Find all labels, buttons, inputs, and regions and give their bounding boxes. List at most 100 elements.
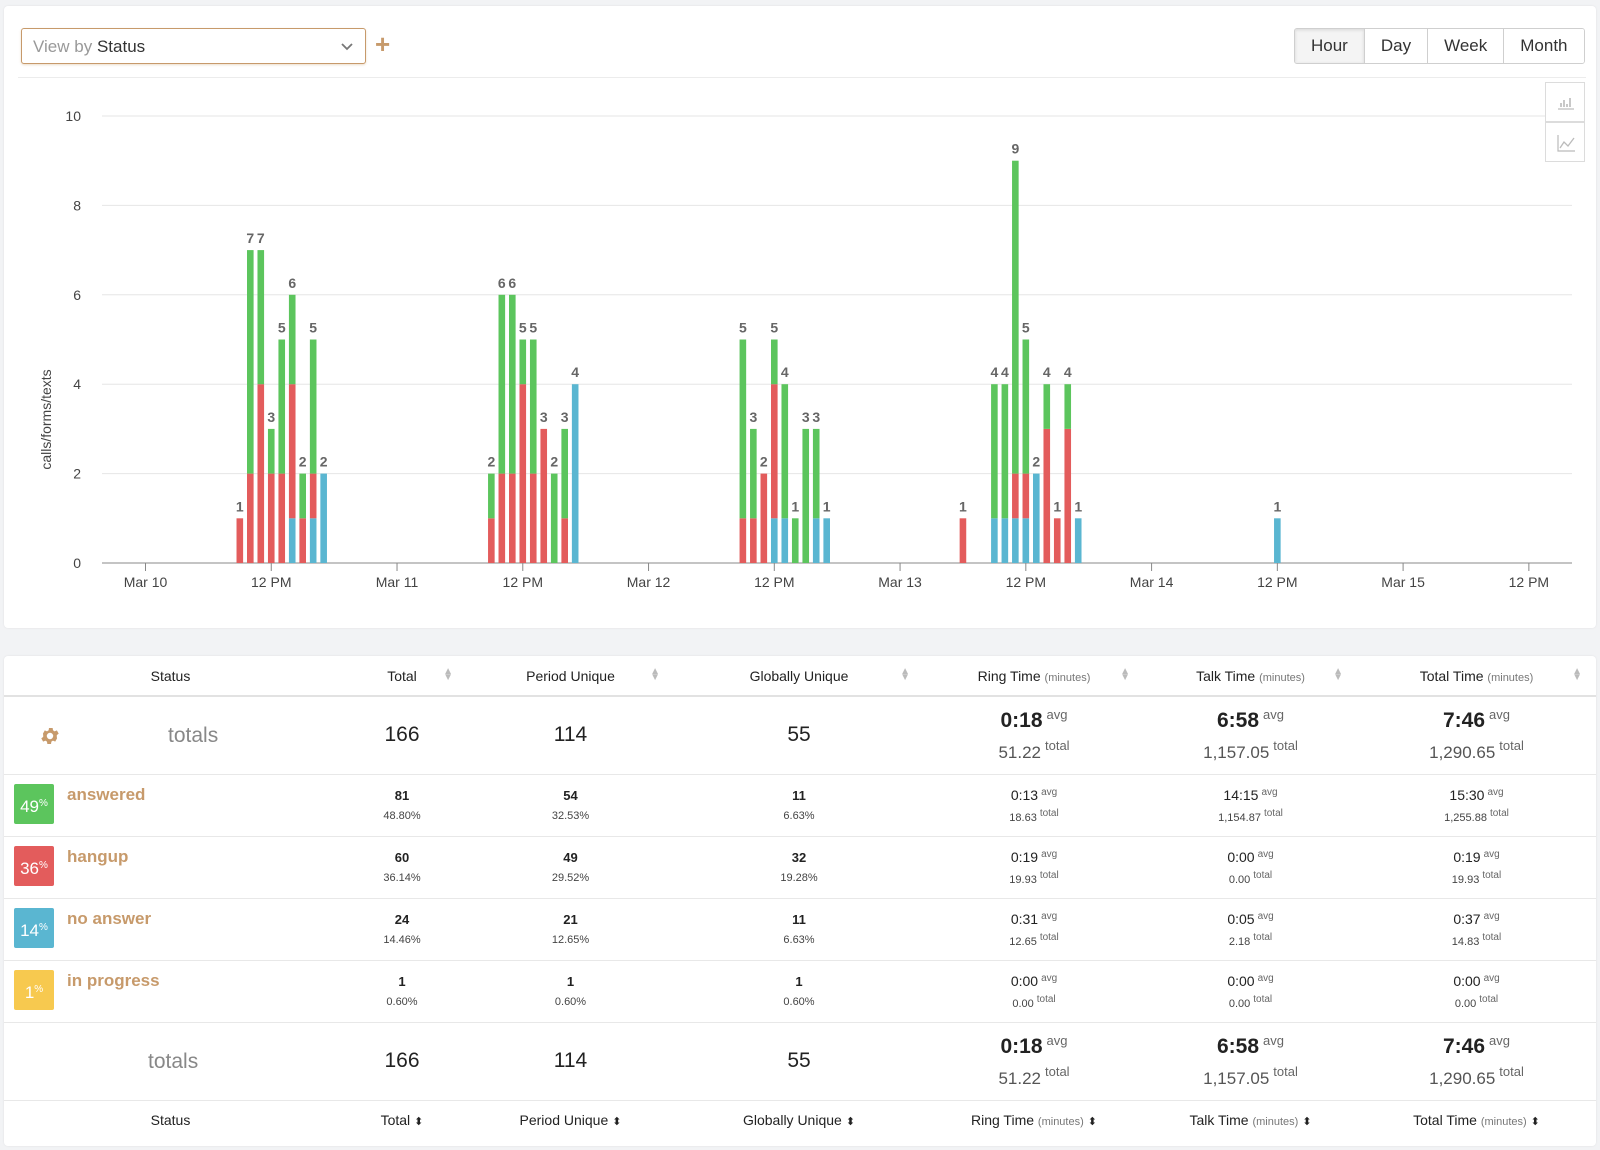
bar-data-label: 5 (278, 320, 286, 336)
period-month-button[interactable]: Month (1503, 29, 1584, 63)
header-total-time[interactable]: Total Time (minutes) ▲ ▼ (1357, 656, 1596, 697)
sort-icon: ▲ ▼ (443, 666, 453, 683)
status-rows: 49% answered 81 48.80% 54 32.53% 11 6.63… (4, 774, 1596, 1023)
bar-segment-answered (991, 384, 998, 519)
bar-data-label: 4 (571, 364, 579, 380)
ring-avg-value: 0:18 (1000, 1035, 1043, 1058)
header-period-unique[interactable]: Period Unique ▲ ▼ (467, 656, 674, 697)
avg-label: avg (1257, 910, 1274, 922)
totals-period-unique: 114 (467, 1022, 674, 1101)
time-total-value: 1,290.65 (1429, 743, 1496, 763)
view-by-select[interactable]: View by Status (21, 28, 366, 64)
period-unique-cell: 1 0.60% (467, 960, 674, 1023)
globally-unique-cell-percent: 6.63% (783, 934, 815, 946)
total-label: total (1253, 931, 1273, 943)
gear-icon[interactable] (39, 725, 61, 752)
bar-segment-no-answer (1012, 518, 1019, 563)
talk-total-value: 1,154.87 (1218, 811, 1261, 824)
add-filter-button[interactable]: + (375, 29, 391, 59)
footer-globally-unique[interactable]: Globally Unique ⬍ (674, 1100, 924, 1140)
avg-label: avg (1257, 972, 1274, 984)
totals-total-time: 7:46 avg 1,290.65 total (1357, 1022, 1596, 1101)
ring-time-cell: 0:31 avg 12.65 total (924, 898, 1144, 961)
header-ring-time-label: Ring Time (977, 667, 1041, 684)
bar-segment-no-answer (1274, 518, 1281, 563)
bar-segment-no-answer (288, 518, 296, 563)
sort-icon: ⬍ (1530, 1116, 1540, 1129)
bar-segment-hangup (540, 428, 548, 563)
x-tick-label: Mar 14 (1130, 574, 1174, 590)
period-unique-cell: 49 29.52% (467, 836, 674, 899)
line-chart-type-button[interactable] (1545, 122, 1585, 162)
status-link[interactable]: no answer (67, 908, 152, 928)
y-axis-label: calls/forms/texts (38, 369, 54, 469)
y-tick-label: 10 (65, 108, 81, 124)
ring-total-value: 12.65 (1009, 935, 1037, 948)
bar-chart-icon (1558, 98, 1574, 110)
talk-time-cell: 14:15 avg 1,154.87 total (1144, 774, 1357, 837)
footer-talk-time[interactable]: Talk Time (minutes) ⬍ (1144, 1100, 1357, 1140)
total-cell: 60 36.14% (337, 836, 467, 899)
bar-segment-answered (771, 339, 778, 385)
period-week-button[interactable]: Week (1427, 29, 1504, 63)
bar-data-label: 4 (781, 364, 789, 380)
period-day-button[interactable]: Day (1363, 29, 1428, 63)
footer-total-time[interactable]: Total Time (minutes) ⬍ (1357, 1100, 1596, 1140)
bar-segment-hangup (509, 473, 516, 563)
talk-avg-value: 6:58 (1217, 1035, 1260, 1058)
percent-sign: % (39, 797, 48, 809)
footer-total[interactable]: Total ⬍ (337, 1100, 467, 1140)
header-status[interactable]: Status (4, 656, 337, 697)
status-link[interactable]: hangup (67, 846, 129, 866)
bar-data-label: 2 (320, 454, 328, 470)
period-unique-cell: 54 32.53% (467, 774, 674, 837)
bar-segment-answered (1012, 160, 1019, 474)
header-ring-time[interactable]: Ring Time (minutes) ▲ ▼ (924, 656, 1144, 697)
bar-chart-type-button[interactable] (1545, 82, 1585, 122)
bar-data-label: 1 (1273, 498, 1281, 514)
status-link[interactable]: answered (67, 784, 146, 804)
footer-period-unique[interactable]: Period Unique ⬍ (467, 1100, 674, 1140)
talk-avg-value: 0:05 (1227, 910, 1255, 927)
percent-value: 49 (20, 796, 39, 816)
status-link[interactable]: in progress (67, 970, 160, 990)
avg-label: avg (1257, 848, 1274, 860)
total-cell: 1 0.60% (337, 960, 467, 1023)
avg-label: avg (1046, 1033, 1068, 1048)
avg-label: avg (1263, 707, 1284, 723)
bar-segment-answered (509, 294, 516, 474)
status-cell: 14% no answer (4, 898, 337, 961)
status-percent-badge: 36% (14, 845, 54, 886)
ring-avg-value: 0:18 (1000, 709, 1043, 733)
x-tick-label: Mar 12 (627, 574, 671, 590)
total-label: total (1499, 1064, 1524, 1079)
status-percent-badge: 49% (14, 783, 54, 824)
x-tick-label: Mar 10 (124, 574, 168, 590)
talk-total-value: 0.00 (1228, 997, 1251, 1010)
bar-data-label: 3 (561, 409, 569, 425)
total-label: total (1273, 738, 1298, 754)
line-chart-icon (1557, 135, 1575, 152)
bar-data-label: 5 (770, 320, 778, 336)
bar-data-label: 2 (760, 454, 768, 470)
avg-label: avg (1487, 786, 1504, 798)
header-talk-time[interactable]: Talk Time (minutes) ▲ ▼ (1144, 656, 1357, 697)
bar-segment-no-answer (1001, 518, 1009, 563)
globally-unique-cell-value: 1 (795, 974, 803, 989)
avg-label: avg (1046, 707, 1068, 723)
period-unique-cell-percent: 0.60% (554, 996, 587, 1008)
x-tick-label: 12 PM (503, 574, 543, 590)
bar-data-label: 5 (739, 320, 747, 336)
total-label: total (1036, 993, 1056, 1005)
bar-segment-answered (299, 473, 306, 519)
ring-avg-value: 0:00 (1010, 972, 1039, 989)
footer-status[interactable]: Status (4, 1100, 337, 1140)
header-total[interactable]: Total ▲ ▼ (337, 656, 467, 697)
time-avg-value: 0:19 (1453, 848, 1481, 865)
bar-segment-hangup (750, 518, 757, 563)
footer-ring-time[interactable]: Ring Time (minutes) ⬍ (924, 1100, 1144, 1140)
period-unique-cell-value: 49 (563, 850, 578, 865)
period-hour-button[interactable]: Hour (1295, 29, 1364, 63)
x-tick-label: 12 PM (251, 574, 291, 590)
header-globally-unique[interactable]: Globally Unique ▲ ▼ (674, 656, 924, 697)
